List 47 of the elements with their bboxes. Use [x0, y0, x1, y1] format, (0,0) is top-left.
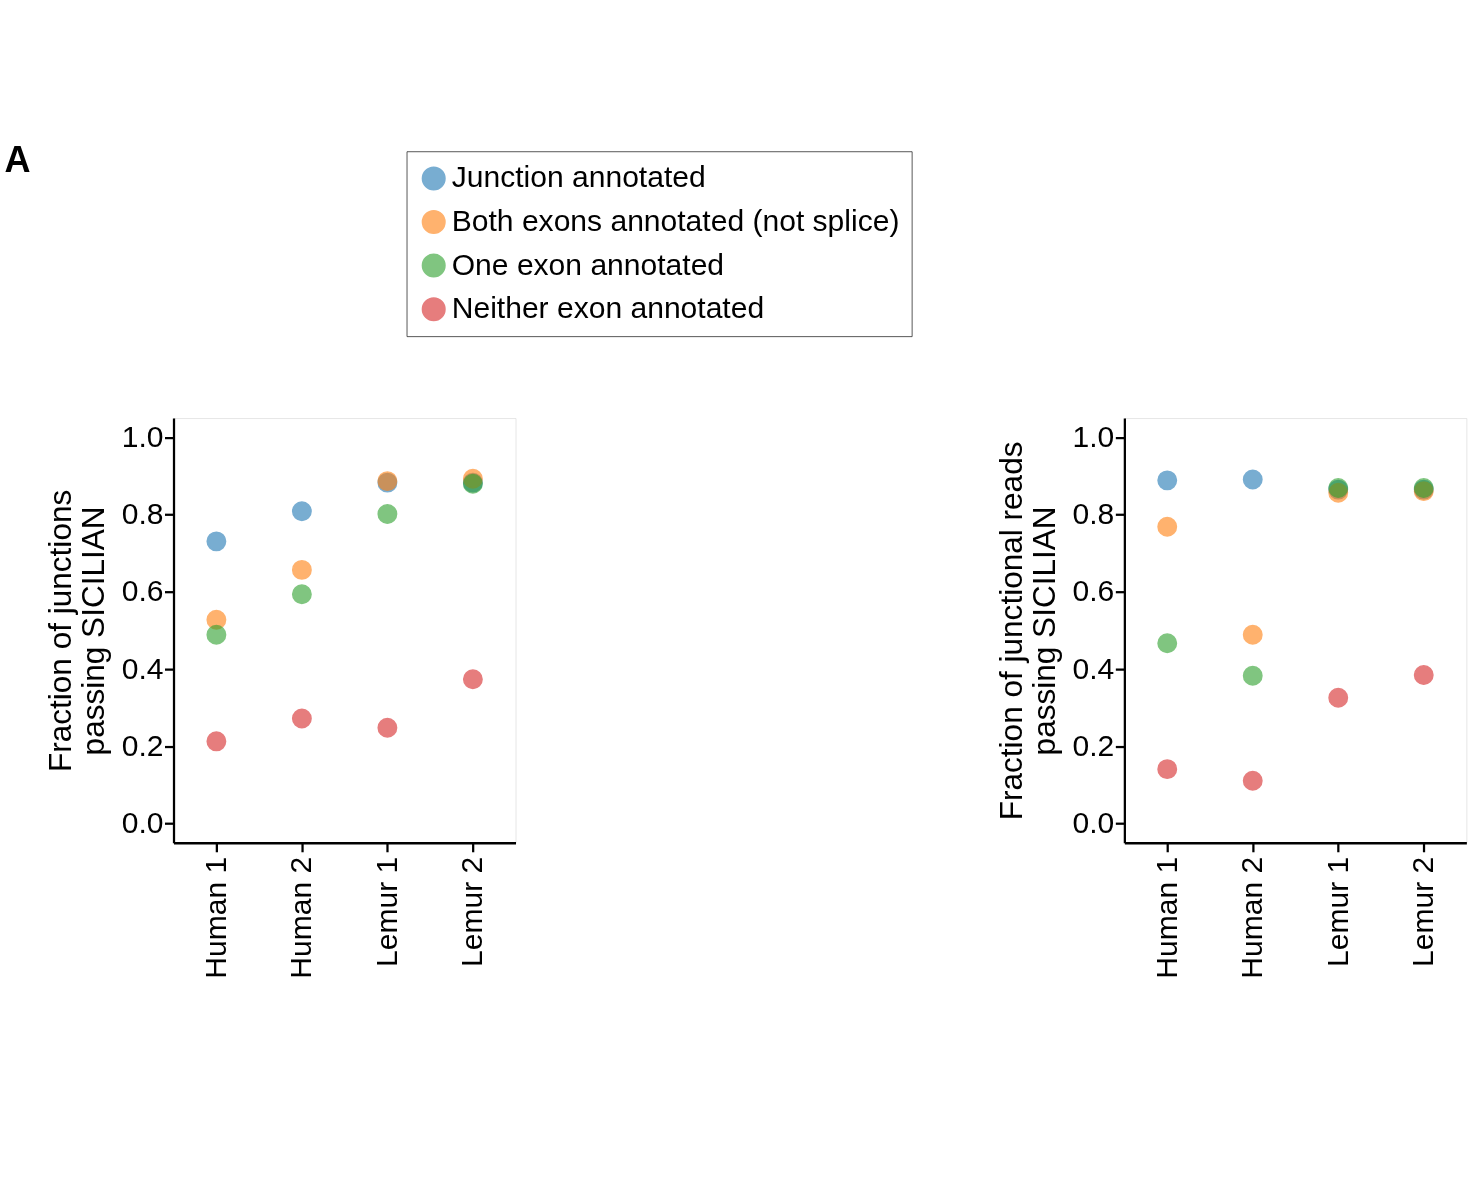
- point: [1157, 470, 1178, 491]
- y-tick-label: 0.8: [1072, 497, 1115, 531]
- y-tick-label: 0.6: [121, 574, 164, 608]
- y-tick-label: 0.0: [121, 805, 164, 839]
- point: [1242, 770, 1263, 791]
- y-axis-title: Fraction of junctions passing SICILIAN: [42, 489, 112, 773]
- legend-label: Junction annotated: [451, 160, 706, 194]
- x-tick-label: Lemur 2: [455, 856, 489, 968]
- legend-label: Both exons annotated (not splice): [451, 204, 900, 238]
- point: [206, 731, 227, 752]
- point: [1328, 687, 1349, 708]
- point: [1157, 633, 1178, 654]
- legend-label: Neither exon annotated: [451, 291, 765, 325]
- y-tick-label: 0.2: [1072, 728, 1115, 762]
- point: [291, 501, 312, 522]
- x-tick-label: Human 1: [1149, 856, 1183, 979]
- legend-label: One exon annotated: [451, 247, 725, 281]
- x-tick-label: Human 2: [1235, 856, 1269, 979]
- y-tick-label: 0.6: [1072, 574, 1115, 608]
- y-tick-label: 0.4: [1072, 651, 1115, 685]
- point: [206, 531, 227, 552]
- y-tick-label: 0.8: [121, 497, 164, 531]
- point: [1157, 516, 1178, 537]
- y-tick-label: 0.2: [121, 728, 164, 762]
- point: [1242, 665, 1263, 686]
- point: [462, 669, 483, 690]
- point: [1242, 469, 1263, 490]
- x-tick-label: Lemur 2: [1406, 856, 1440, 968]
- point: [1413, 664, 1434, 685]
- y-axis-title: Fraction of junctional reads passing SICILIAN: [993, 441, 1063, 821]
- y-tick-label: 1.0: [1072, 419, 1115, 453]
- point: [291, 708, 312, 729]
- point: [206, 624, 227, 645]
- point: [291, 584, 312, 605]
- point: [291, 559, 312, 580]
- y-tick-label: 0.0: [1072, 805, 1115, 839]
- point: [377, 503, 398, 524]
- y-tick-label: 1.0: [121, 419, 164, 453]
- text: A: [4, 139, 31, 181]
- point: [1157, 759, 1178, 780]
- y-tick-label: 0.4: [121, 651, 164, 685]
- x-tick-label: Lemur 1: [369, 856, 403, 968]
- x-tick-label: Human 2: [284, 856, 318, 979]
- x-tick-label: Human 1: [198, 856, 232, 979]
- point: [377, 717, 398, 738]
- point: [1242, 624, 1263, 645]
- x-tick-label: Lemur 1: [1320, 856, 1354, 968]
